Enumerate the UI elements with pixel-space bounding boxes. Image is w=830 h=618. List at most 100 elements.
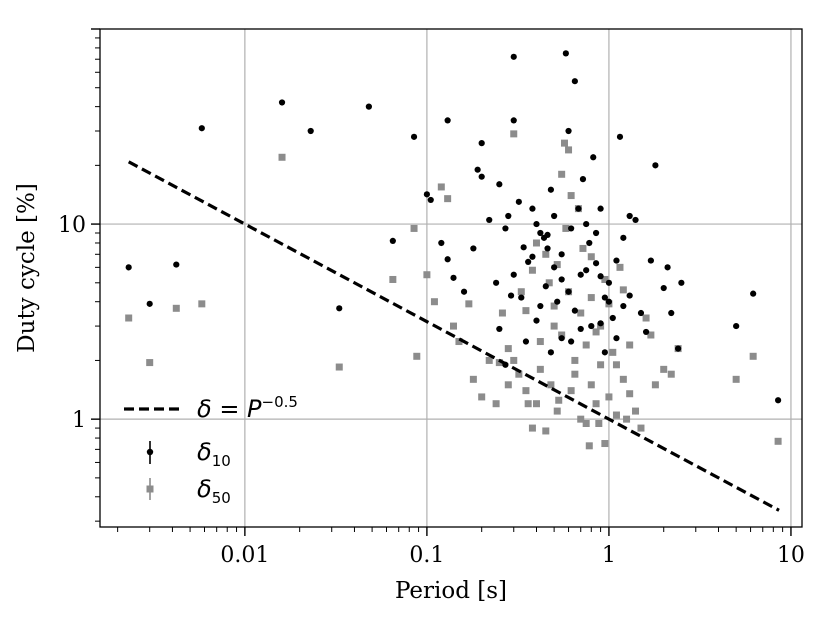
d50-point <box>587 381 595 389</box>
d10-point <box>571 307 578 314</box>
d10-point <box>533 220 540 228</box>
d50-point <box>609 348 617 356</box>
d10-point <box>125 264 132 271</box>
d10-point <box>626 212 633 220</box>
d10-point <box>336 305 343 312</box>
d10-point <box>307 127 314 135</box>
d10-point <box>438 239 445 247</box>
d10-point <box>518 294 525 301</box>
d50-point <box>522 387 530 395</box>
d50-point <box>651 381 659 389</box>
y-axis-label: Duty cycle [%] <box>14 183 40 353</box>
d50-point <box>553 407 561 415</box>
d10-point <box>537 302 544 310</box>
d50-point <box>567 192 575 200</box>
d50-point <box>465 300 473 308</box>
series-d10-points <box>125 50 782 404</box>
d10-point <box>558 276 565 283</box>
legend-line-prefix: δ = P <box>197 395 262 423</box>
d50-point <box>510 356 518 364</box>
d50-point <box>577 415 585 423</box>
d50-point <box>626 341 634 349</box>
d10-point <box>525 258 532 265</box>
d10-point <box>571 78 578 85</box>
d50-point <box>642 314 650 322</box>
d10-point <box>597 273 604 280</box>
d50-point <box>528 424 536 432</box>
d10-point <box>620 302 627 310</box>
d50-point <box>495 359 503 367</box>
d50-point <box>437 183 445 191</box>
d10-point <box>775 397 782 404</box>
d50-point <box>536 365 544 373</box>
d10-point <box>410 133 418 140</box>
d50-point <box>623 415 631 423</box>
d10-point <box>278 99 286 106</box>
d10-point <box>613 335 620 342</box>
d10-point <box>520 244 527 251</box>
d50-point <box>587 253 595 261</box>
d10-point <box>675 345 682 352</box>
legend-d10-subscript: 10 <box>212 452 231 470</box>
d50-point <box>637 424 645 432</box>
d10-point <box>470 245 477 252</box>
d10-point <box>496 181 503 188</box>
d50-point <box>545 279 553 287</box>
d50-point <box>198 300 206 308</box>
d10-point <box>502 225 509 232</box>
d10-point <box>632 216 639 224</box>
d50-point <box>601 275 609 283</box>
d10-point <box>733 322 740 330</box>
d50-point <box>430 298 438 306</box>
d10-point <box>592 260 600 267</box>
d10-point <box>537 229 544 237</box>
fit-line <box>127 160 780 512</box>
d50-point <box>555 396 563 404</box>
d10-point <box>474 166 481 173</box>
d50-point <box>515 370 523 378</box>
d50-point <box>413 352 421 360</box>
d10-point <box>626 292 633 299</box>
d50-point <box>579 244 587 252</box>
d10-point <box>427 196 434 204</box>
d50-point <box>553 261 561 269</box>
x-tick-label: 0.01 <box>220 543 269 568</box>
d50-point <box>335 363 343 371</box>
d50-point <box>595 419 603 427</box>
d10-point <box>642 328 650 336</box>
d10-point <box>529 205 536 212</box>
d10-point <box>668 309 675 317</box>
d10-point <box>444 256 451 263</box>
d10-point <box>478 173 485 180</box>
y-tick-label: 1 <box>72 408 86 433</box>
d10-point <box>547 186 555 193</box>
d50-point <box>592 328 600 336</box>
d10-point <box>198 125 205 132</box>
d10-point <box>423 191 430 198</box>
d50-point <box>562 224 570 232</box>
x-tick-label: 10 <box>777 543 805 568</box>
d10-point <box>510 117 517 124</box>
d50-point <box>585 442 593 450</box>
legend-line-exponent: −0.5 <box>262 393 298 411</box>
d50-point <box>542 250 550 258</box>
d10-point <box>678 279 685 286</box>
legend-d50-symbol: δ <box>197 475 212 503</box>
d50-point <box>616 263 624 271</box>
d10-point <box>601 294 608 301</box>
d10-point <box>637 309 645 317</box>
d10-point <box>558 335 565 342</box>
d10-point <box>664 264 671 271</box>
d10-point <box>522 338 530 345</box>
d10-point <box>609 314 616 322</box>
d50-point <box>536 338 544 346</box>
d10-point <box>590 154 597 161</box>
d50-point <box>550 302 558 310</box>
d50-point <box>612 411 620 419</box>
d50-point <box>592 400 600 408</box>
legend-line-label: δ = P−0.5 <box>197 393 298 423</box>
d10-point <box>750 290 757 297</box>
d10-point <box>588 322 595 330</box>
d10-point <box>496 325 503 333</box>
d50-point <box>517 288 525 296</box>
